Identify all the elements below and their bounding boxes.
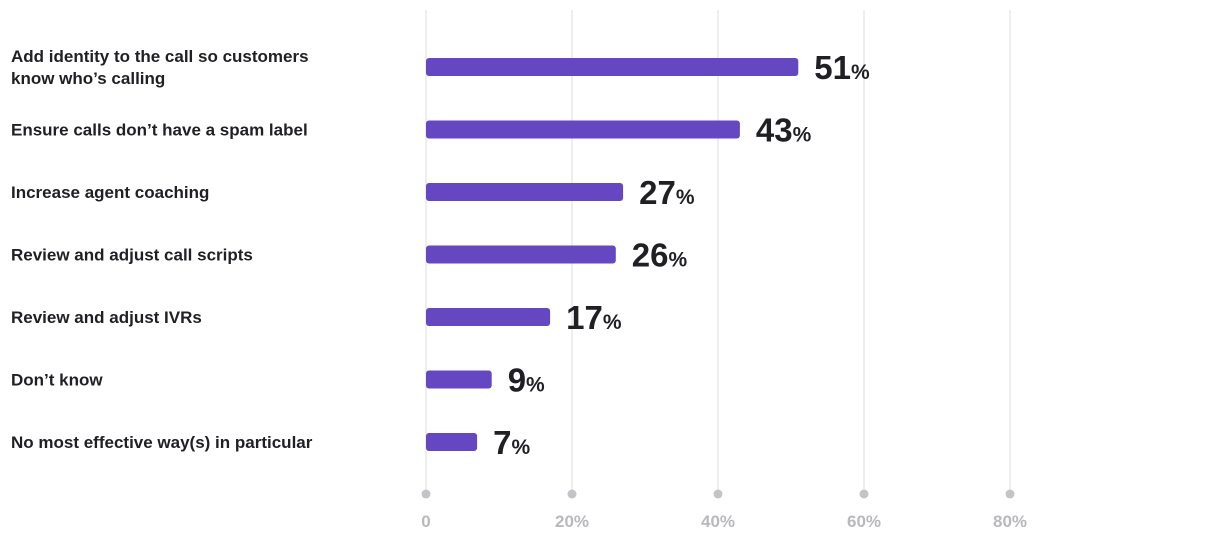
category-label-0: Add identity to the call so customers kno… [11,47,309,88]
x-tick-dot-2 [713,489,723,499]
x-tick-label-4: 80% [993,512,1027,531]
category-label-1: Ensure calls don’t have a spam label [11,121,308,140]
value-label-5: 9% [508,362,545,399]
category-label-3: Review and adjust call scripts [11,246,253,265]
x-tick-label-0: 0 [421,512,430,531]
bar-6 [426,433,478,451]
x-tick-label-3: 60% [847,512,881,531]
value-label-0: 51% [814,49,870,86]
x-tick-dot-1 [567,489,577,499]
value-label-3: 26% [632,237,688,274]
category-label-2: Increase agent coaching [11,183,209,202]
x-tick-dot-0 [421,489,431,499]
bar-1 [426,120,740,139]
category-label-4: Review and adjust IVRs [11,308,202,327]
category-label-6: No most effective way(s) in particular [11,433,313,452]
bar-5 [426,370,492,389]
bar-0 [426,58,799,76]
value-label-2: 27% [639,174,695,211]
x-tick-label-2: 40% [701,512,735,531]
value-label-6: 7% [493,424,530,461]
category-label-5: Don’t know [11,371,103,390]
x-tick-label-1: 20% [555,512,589,531]
bar-3 [426,245,616,264]
x-tick-dot-3 [859,489,869,499]
value-label-4: 17% [566,299,622,336]
bar-4 [426,308,551,326]
x-tick-dot-4 [1005,489,1015,499]
value-label-1: 43% [756,112,812,149]
bar-2 [426,183,624,201]
